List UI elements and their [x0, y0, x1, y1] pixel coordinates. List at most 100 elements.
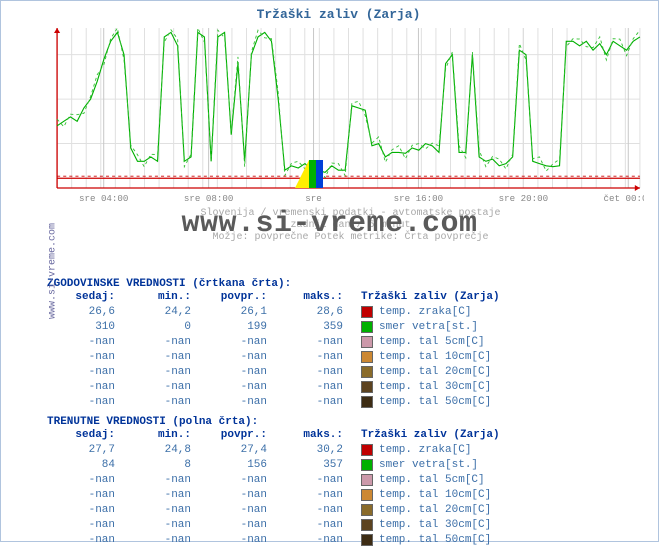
legend-title: Tržaški zaliv (Zarja): [361, 290, 500, 305]
cell: -nan: [199, 335, 275, 350]
color-swatch: [361, 321, 373, 333]
table-row: -nan-nan-nan-nantemp. tal 30cm[C]: [47, 518, 648, 533]
svg-text:sre 04:00: sre 04:00: [79, 193, 128, 204]
cell: 27,7: [47, 443, 123, 458]
cell: 357: [275, 458, 351, 473]
cell: -nan: [275, 473, 351, 488]
cell: -nan: [275, 533, 351, 548]
table-row: -nan-nan-nan-nantemp. tal 30cm[C]: [47, 380, 648, 395]
cell: 28,6: [275, 305, 351, 320]
color-swatch: [361, 336, 373, 348]
cell: -nan: [123, 395, 199, 410]
col-header: povpr.:: [199, 290, 275, 305]
cell: 84: [47, 458, 123, 473]
color-swatch: [361, 519, 373, 531]
section2-title: TRENUTNE VREDNOSTI (polna črta):: [47, 416, 648, 428]
color-swatch: [361, 504, 373, 516]
metric-label: temp. tal 20cm[C]: [379, 365, 491, 380]
subtitle-block: Slovenija / vremenski podatki - avtomats…: [53, 208, 648, 244]
cell: -nan: [47, 380, 123, 395]
metric-label: temp. tal 5cm[C]: [379, 473, 485, 488]
table-row: -nan-nan-nan-nantemp. tal 5cm[C]: [47, 335, 648, 350]
metric-label: temp. zraka[C]: [379, 443, 471, 458]
panel: www.si-vreme.com Tržaški zaliv (Zarja) s…: [0, 0, 659, 542]
col-header: maks.:: [275, 290, 351, 305]
cell: -nan: [275, 503, 351, 518]
table-row: -nan-nan-nan-nantemp. tal 50cm[C]: [47, 395, 648, 410]
cell: -nan: [275, 518, 351, 533]
table-row: -nan-nan-nan-nantemp. tal 50cm[C]: [47, 533, 648, 548]
color-swatch: [361, 474, 373, 486]
color-swatch: [361, 489, 373, 501]
cell: -nan: [123, 488, 199, 503]
cell: -nan: [275, 350, 351, 365]
cell: -nan: [275, 380, 351, 395]
cell: -nan: [47, 395, 123, 410]
legend-title: Tržaški zaliv (Zarja): [361, 428, 500, 443]
col-header: min.:: [123, 428, 199, 443]
cell: -nan: [199, 365, 275, 380]
table-row: -nan-nan-nan-nantemp. tal 5cm[C]: [47, 473, 648, 488]
cell: 359: [275, 320, 351, 335]
svg-text:sre 08:00: sre 08:00: [184, 193, 233, 204]
cell: 8: [123, 458, 199, 473]
cell: -nan: [123, 350, 199, 365]
table-row: 26,624,226,128,6temp. zraka[C]: [47, 305, 648, 320]
color-swatch: [361, 396, 373, 408]
svg-text:sre 16:00: sre 16:00: [394, 193, 443, 204]
col-header: maks.:: [275, 428, 351, 443]
cell: 27,4: [199, 443, 275, 458]
col-header: sedaj:: [47, 428, 123, 443]
table-row: 27,724,827,430,2temp. zraka[C]: [47, 443, 648, 458]
metric-label: temp. tal 30cm[C]: [379, 518, 491, 533]
table-row: -nan-nan-nan-nantemp. tal 20cm[C]: [47, 503, 648, 518]
cell: -nan: [47, 488, 123, 503]
cell: -nan: [123, 533, 199, 548]
cell: -nan: [47, 533, 123, 548]
color-swatch: [361, 351, 373, 363]
cell: -nan: [123, 503, 199, 518]
data-tables: ZGODOVINSKE VREDNOSTI (črtkana črta): se…: [47, 278, 648, 548]
metric-label: temp. tal 10cm[C]: [379, 488, 491, 503]
svg-text:sre: sre: [305, 193, 321, 204]
cell: 24,2: [123, 305, 199, 320]
cell: -nan: [199, 488, 275, 503]
color-swatch: [361, 306, 373, 318]
cell: -nan: [123, 365, 199, 380]
col-header: min.:: [123, 290, 199, 305]
metric-label: temp. tal 50cm[C]: [379, 533, 491, 548]
table-row: 3100199359smer vetra[st.]: [47, 320, 648, 335]
cell: -nan: [199, 473, 275, 488]
section1-title: ZGODOVINSKE VREDNOSTI (črtkana črta):: [47, 278, 648, 290]
cell: 310: [47, 320, 123, 335]
cell: -nan: [199, 518, 275, 533]
chart-title: Tržaški zaliv (Zarja): [29, 7, 648, 22]
cell: -nan: [199, 395, 275, 410]
cell: -nan: [123, 518, 199, 533]
cell: -nan: [123, 380, 199, 395]
svg-text:sre 20:00: sre 20:00: [499, 193, 548, 204]
cell: -nan: [123, 473, 199, 488]
line-chart-svg: sre 04:00sre 08:00sresre 16:00sre 20:00č…: [53, 24, 644, 204]
cell: 156: [199, 458, 275, 473]
metric-label: smer vetra[st.]: [379, 458, 478, 473]
cell: 199: [199, 320, 275, 335]
cell: -nan: [275, 335, 351, 350]
cell: -nan: [275, 488, 351, 503]
metric-label: temp. tal 50cm[C]: [379, 395, 491, 410]
color-swatch: [361, 444, 373, 456]
metric-label: temp. tal 5cm[C]: [379, 335, 485, 350]
chart-area: sre 04:00sre 08:00sresre 16:00sre 20:00č…: [53, 24, 644, 204]
cell: -nan: [47, 473, 123, 488]
cell: 0: [123, 320, 199, 335]
table-row: -nan-nan-nan-nantemp. tal 10cm[C]: [47, 350, 648, 365]
cell: -nan: [47, 350, 123, 365]
cell: -nan: [275, 395, 351, 410]
cell: -nan: [199, 350, 275, 365]
table-row: -nan-nan-nan-nantemp. tal 10cm[C]: [47, 488, 648, 503]
col-header: povpr.:: [199, 428, 275, 443]
cell: -nan: [47, 335, 123, 350]
metric-label: temp. zraka[C]: [379, 305, 471, 320]
cell: 26,1: [199, 305, 275, 320]
cell: -nan: [199, 503, 275, 518]
